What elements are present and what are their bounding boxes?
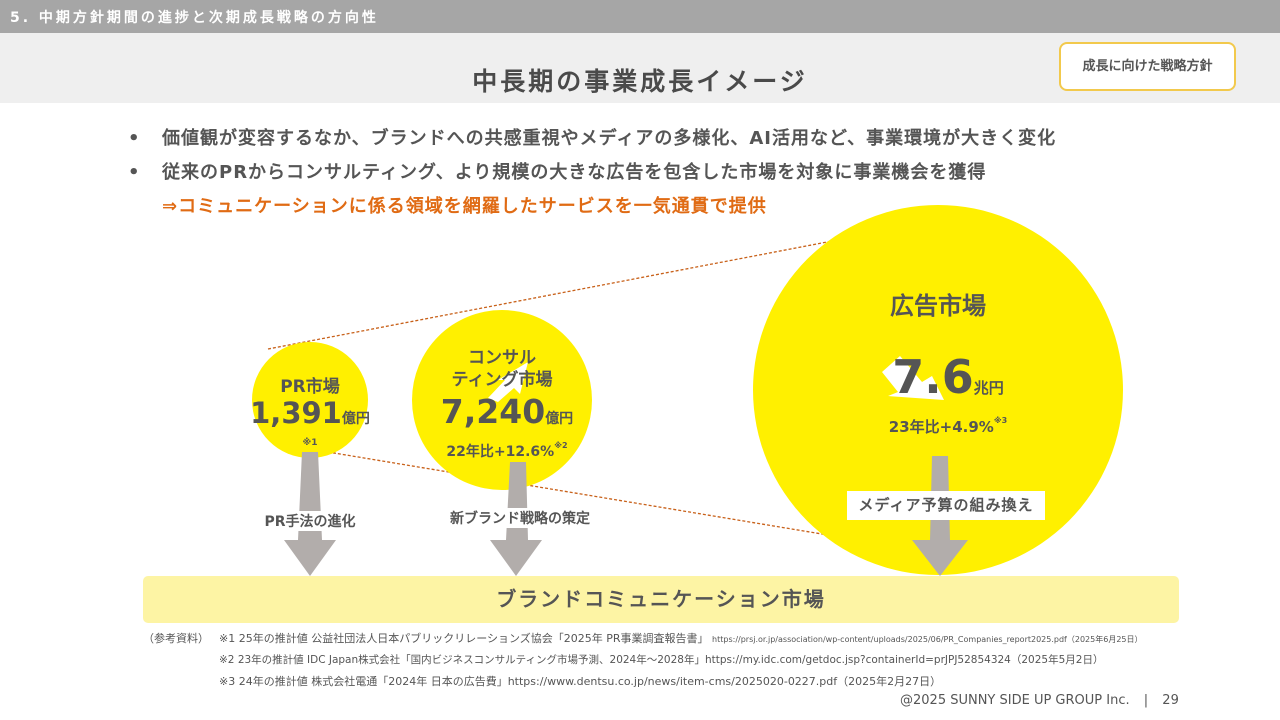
strategy-tag: 成長に向けた戦略方針 (1059, 42, 1236, 91)
ad-market-growth: 23年比+4.9% (888, 418, 994, 436)
consulting-market-value-row: 7,240億円 (422, 392, 592, 431)
brand-strategy-label: 新ブランド戦略の策定 (432, 508, 608, 528)
consulting-market-note: ※2 (554, 441, 568, 450)
media-budget-label: メディア予算の組み換え (847, 491, 1045, 520)
bullet-text: 従来のPRからコンサルティング、より規模の大きな広告を包含した市場を対象に事業機… (162, 162, 987, 183)
highlight-statement: ⇒コミュニケーションに係る領域を網羅したサービスを一気通貫で提供 (162, 196, 767, 217)
ad-market-unit: 兆円 (973, 379, 1004, 397)
consulting-market-value: 7,240 (440, 392, 546, 431)
section-header-bar: 5. 中期方針期間の進捗と次期成長戦略の方向性 (0, 0, 1280, 33)
bullet-marker: • (128, 162, 141, 183)
connector-line-top (267, 237, 849, 350)
reference-1: ※1 25年の推計値 公益社団法人日本パブリックリレーションズ協会「2025年 … (219, 630, 1143, 646)
section-title: 5. 中期方針期間の進捗と次期成長戦略の方向性 (10, 10, 379, 26)
reference-2: ※2 23年の推計値 IDC Japan株式会社「国内ビジネスコンサルティング市… (219, 654, 1104, 666)
pr-market-label: PR市場 (280, 377, 340, 397)
ad-market-value-row: 7.6兆円 (868, 350, 1028, 404)
pr-market-value-row: 1,391億円 (240, 396, 380, 430)
slide-title: 中長期の事業成長イメージ (472, 67, 808, 96)
connector-line-bottom (327, 451, 859, 541)
ad-market-value: 7.6 (892, 350, 974, 404)
page-number: 29 (1162, 693, 1179, 708)
copyright: @2025 SUNNY SIDE UP GROUP Inc. (900, 693, 1130, 708)
reference-1-text: ※1 25年の推計値 公益社団法人日本パブリックリレーションズ協会「2025年 … (219, 632, 709, 645)
consulting-market-circle (412, 310, 592, 490)
brand-communication-market-label: ブランドコミュニケーション市場 (496, 587, 826, 611)
pr-market-circle (252, 342, 368, 458)
brand-communication-market-band: ブランドコミュニケーション市場 (143, 576, 1179, 623)
pr-market-note: ※1 (302, 438, 318, 448)
pr-market-value: 1,391 (250, 396, 342, 430)
reference-prefix: （参考資料） (143, 632, 209, 645)
footer-separator: | (1143, 693, 1149, 708)
reference-1-url: https://prsj.or.jp/association/wp-conten… (712, 635, 1143, 644)
consulting-market-unit: 億円 (545, 411, 574, 427)
footer: @2025 SUNNY SIDE UP GROUP Inc. | 29 (900, 693, 1179, 708)
bullet-item: • 価値観が変容するなか、ブランドへの共感重視やメディアの多様化、AI活用など、… (128, 124, 1228, 158)
ad-market-note: ※3 (993, 416, 1008, 425)
consulting-market-growth-row: 22年比+12.6%※2 (422, 441, 592, 461)
ad-growth-arrow (882, 356, 944, 400)
pr-market-unit: 億円 (341, 411, 370, 427)
pr-evolution-label: PR手法の進化 (230, 511, 390, 531)
bullet-marker: • (128, 128, 141, 149)
bullet-text: 価値観が変容するなか、ブランドへの共感重視やメディアの多様化、AI活用など、事業… (162, 128, 1057, 149)
bullet-item: • 従来のPRからコンサルティング、より規模の大きな広告を包含した市場を対象に事… (128, 158, 1228, 192)
consulting-market-label-line1: コンサル (468, 348, 536, 368)
bullet-list: • 価値観が変容するなか、ブランドへの共感重視やメディアの多様化、AI活用など、… (128, 124, 1228, 226)
ad-market-label: 広告市場 (890, 292, 986, 320)
consulting-market-label-line2: ティング市場 (451, 370, 553, 390)
consulting-market-growth: 22年比+12.6% (446, 444, 555, 460)
reference-3: ※3 24年の推計値 株式会社電通「2024年 日本の広告費」https://w… (219, 675, 942, 688)
ad-market-growth-row: 23年比+4.9%※3 (868, 416, 1028, 437)
consulting-growth-arrow (488, 362, 528, 402)
